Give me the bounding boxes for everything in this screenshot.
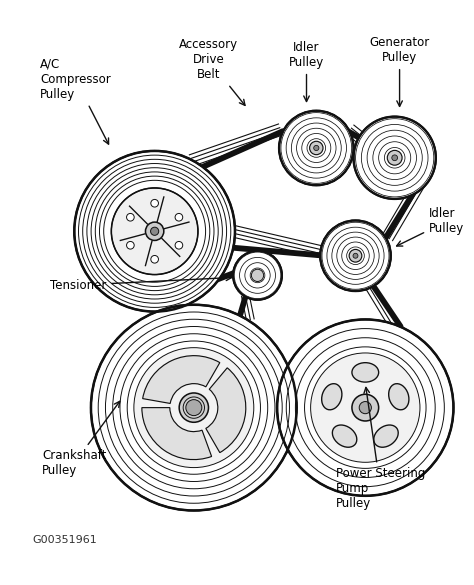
Circle shape xyxy=(387,150,402,165)
Circle shape xyxy=(111,188,198,274)
Circle shape xyxy=(279,111,354,185)
Text: Idler
Pulley: Idler Pulley xyxy=(289,41,324,102)
Wedge shape xyxy=(143,356,220,404)
Text: Tensioner: Tensioner xyxy=(50,275,232,292)
Circle shape xyxy=(349,249,362,262)
Circle shape xyxy=(175,214,183,221)
Circle shape xyxy=(310,142,323,154)
Ellipse shape xyxy=(322,384,342,410)
Circle shape xyxy=(359,401,371,414)
Circle shape xyxy=(127,214,134,221)
Ellipse shape xyxy=(352,363,379,382)
Ellipse shape xyxy=(374,425,398,448)
Circle shape xyxy=(127,242,134,249)
Circle shape xyxy=(179,393,209,422)
Text: Idler
Pulley: Idler Pulley xyxy=(397,208,464,246)
Circle shape xyxy=(151,227,159,235)
Circle shape xyxy=(74,151,235,312)
Circle shape xyxy=(314,146,319,150)
Text: G00351961: G00351961 xyxy=(32,535,97,545)
Text: Generator
Pulley: Generator Pulley xyxy=(369,36,430,106)
Ellipse shape xyxy=(332,425,357,448)
Circle shape xyxy=(277,319,454,496)
Circle shape xyxy=(91,305,297,511)
Circle shape xyxy=(146,222,164,240)
Circle shape xyxy=(175,242,183,249)
Text: Crankshaft
Pulley: Crankshaft Pulley xyxy=(42,401,120,477)
Circle shape xyxy=(151,199,158,207)
Circle shape xyxy=(352,394,379,421)
Text: Accessory
Drive
Belt: Accessory Drive Belt xyxy=(179,38,245,105)
Circle shape xyxy=(251,269,264,281)
Circle shape xyxy=(233,251,282,300)
Ellipse shape xyxy=(389,384,409,410)
Text: A/C
Compressor
Pulley: A/C Compressor Pulley xyxy=(40,58,111,144)
Circle shape xyxy=(353,253,358,258)
Circle shape xyxy=(134,347,254,467)
Wedge shape xyxy=(206,368,246,453)
Circle shape xyxy=(151,256,158,263)
Circle shape xyxy=(320,221,391,291)
Wedge shape xyxy=(142,408,211,460)
Text: Power Steering
Pump
Pulley: Power Steering Pump Pulley xyxy=(336,387,425,511)
Circle shape xyxy=(310,353,420,462)
Circle shape xyxy=(392,155,398,161)
Circle shape xyxy=(354,116,436,199)
Circle shape xyxy=(186,400,202,415)
